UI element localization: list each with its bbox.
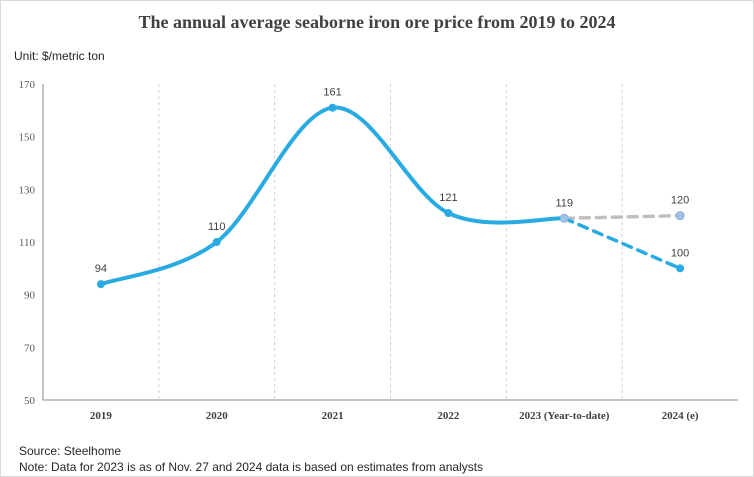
chart-footer: Source: Steelhome Note: Data for 2023 is… (19, 443, 483, 475)
y-tick-label-130: 130 (19, 184, 36, 196)
data-label-6: 100 (671, 247, 689, 259)
source-text: Source: Steelhome (19, 444, 122, 458)
y-tick-label-150: 150 (19, 132, 36, 144)
data-point-0-2 (328, 103, 337, 112)
note-text: Note: Data for 2023 is as of Nov. 27 and… (19, 460, 484, 474)
y-tick-label-50: 50 (24, 395, 36, 407)
data-point-0-0 (96, 280, 105, 289)
y-tick-label-90: 90 (24, 290, 36, 302)
data-label-4: 119 (555, 197, 573, 209)
data-label-5: 120 (671, 195, 689, 207)
x-tick-label-2: 2021 (322, 410, 344, 422)
data-point-joint-2023 (559, 213, 569, 223)
x-tick-label-3: 2022 (437, 410, 460, 422)
y-tick-label-170: 170 (19, 79, 36, 91)
x-tick-label-5: 2024 (e) (662, 410, 699, 422)
data-point-0-1 (212, 238, 221, 246)
chart-title: The annual average seaborne iron ore pri… (138, 12, 616, 32)
y-tick-label-70: 70 (24, 342, 36, 354)
data-point-0-3 (444, 209, 453, 218)
series-line-2 (562, 216, 682, 271)
data-point-1-5 (675, 211, 685, 221)
x-tick-label-4: 2023 (Year-to-date) (519, 410, 610, 422)
x-tick-label-1: 2020 (206, 410, 229, 422)
series-line-0 (98, 105, 567, 287)
x-tick-label-0: 2019 (90, 410, 113, 422)
series-line-1 (562, 213, 682, 221)
y-axis-unit-label: Unit: $/metric ton (14, 49, 105, 63)
data-label-3: 121 (439, 192, 457, 204)
data-label-2: 161 (323, 87, 341, 99)
data-label-1: 110 (208, 221, 226, 233)
y-tick-label-110: 110 (19, 237, 36, 249)
data-point-2-5 (676, 264, 685, 273)
data-label-0: 94 (95, 263, 107, 275)
